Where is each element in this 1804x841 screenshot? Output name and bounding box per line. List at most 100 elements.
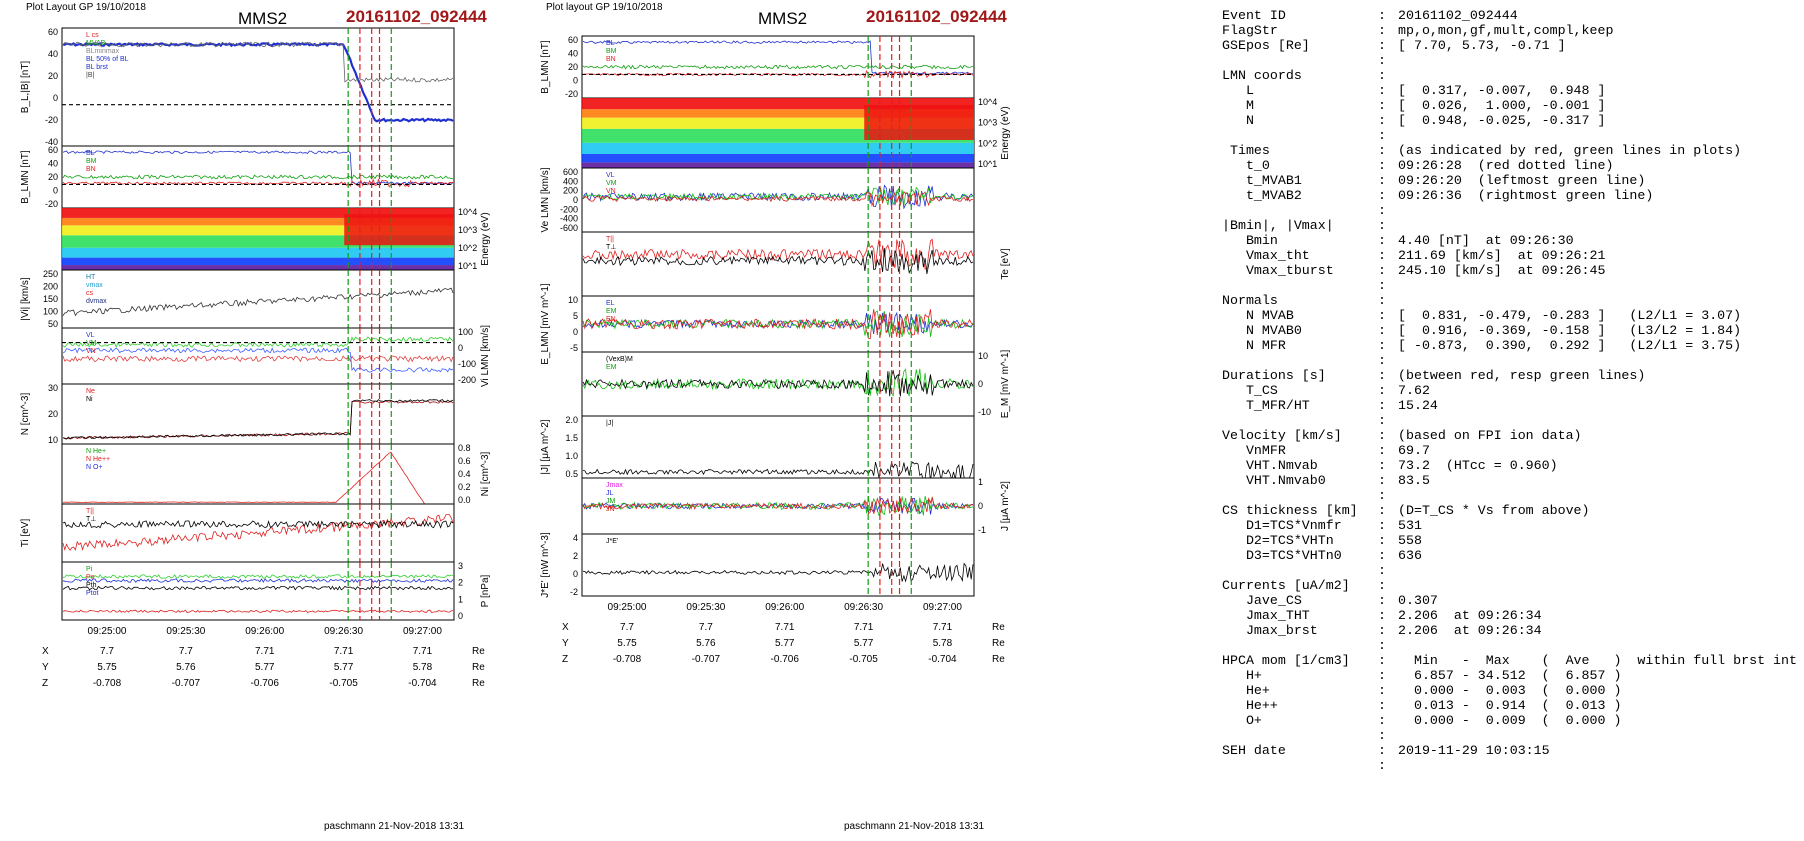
mid-time-tick-2: 09:26:00 <box>765 602 804 613</box>
left-panel-2-ytick-2: 20 <box>48 172 58 182</box>
info-value <box>1398 278 1800 293</box>
info-value: 83.5 <box>1398 473 1430 488</box>
left-panel-3 <box>61 207 455 271</box>
info-key: t_MVAB2 <box>1222 188 1302 203</box>
info-value: [ 0.026, 1.000, -0.001 ] <box>1398 98 1606 113</box>
left-pos-1-4: 5.78 <box>413 662 433 673</box>
left-panel-4-legend-1: vmax <box>86 282 103 289</box>
left-panel-9-ylabel: P [nPa] <box>480 574 491 607</box>
info-key <box>1222 128 1378 143</box>
info-row: Jmax_brst:2.206 at 09:26:34 <box>1222 623 1800 638</box>
mid-footer: paschmann 21-Nov-2018 13:31 <box>844 821 985 832</box>
left-panel-5-ytick-1: 0 <box>458 343 463 353</box>
mid-panel-2-band-4 <box>582 117 974 129</box>
info-value: Min - Max ( Ave ) within full brst int <box>1398 653 1797 668</box>
mid-spacecraft-title: MMS2 <box>758 9 807 28</box>
info-sep: : <box>1378 23 1386 38</box>
left-panel-3-ylabel: Energy (eV) <box>480 212 491 265</box>
info-sep: : <box>1378 128 1386 143</box>
left-panel-7-series-0 <box>62 451 454 548</box>
info-sep: : <box>1378 728 1386 743</box>
info-sep: : <box>1378 518 1386 533</box>
info-value: [ 0.317, -0.007, 0.948 ] <box>1398 83 1606 98</box>
info-row: GSEpos [Re]: [ 7.70, 5.73, -0.71 ] <box>1222 38 1800 53</box>
left-panel-9-series-1 <box>62 578 454 584</box>
info-key: Bmin <box>1222 233 1278 248</box>
left-panel-7-frame <box>61 443 455 505</box>
mid-panel-8-ylabel: J [μA m^-2] <box>1000 481 1011 531</box>
mid-panel-2 <box>581 97 975 169</box>
mid-pos-1-1: 5.76 <box>696 638 716 649</box>
left-time-tick-4: 09:27:00 <box>403 626 442 637</box>
info-row: D2=TCS*VHTn:558 <box>1222 533 1800 548</box>
info-key: He+ <box>1222 683 1270 698</box>
left-panel-9-legend-0: Pi <box>86 566 93 573</box>
info-value <box>1398 578 1800 593</box>
info-key: Times <box>1222 143 1270 158</box>
left-pos-0-1: 7.7 <box>179 646 193 657</box>
mid-panel-3-ytick-6: -600 <box>560 223 578 233</box>
left-panel-6-ytick-0: 30 <box>48 383 58 393</box>
info-value: 09:26:36 (rightmost green line) <box>1398 188 1654 203</box>
info-value: 7.62 <box>1398 383 1430 398</box>
left-panel-9-ytick-2: 1 <box>458 594 463 604</box>
info-key: Jmax_brst <box>1222 623 1318 638</box>
mid-panel-7-series-0 <box>582 461 974 483</box>
mid-pos-2-1: -0.707 <box>692 654 721 665</box>
info-sep: : <box>1378 368 1386 383</box>
mid-pos-2-2: -0.706 <box>771 654 800 665</box>
left-panel-7-ylabel: Ni [cm^-3] <box>480 451 491 496</box>
info-sep: : <box>1378 263 1386 278</box>
left-panel-7-ytick-0: 0.8 <box>458 443 471 453</box>
mid-panel-6-legend-0: (VexB)M <box>606 356 633 363</box>
mid-pos-unit-0: Re <box>992 622 1005 633</box>
left-panel-3-ytick-0: 10^4 <box>458 207 477 217</box>
mid-panel-5-ytick-0: 10 <box>568 295 578 305</box>
mid-panel-3-legend-1: VM <box>606 180 617 187</box>
info-sep: : <box>1378 488 1386 503</box>
info-row: FlagStr: mp,o,mon,gf,mult,compl,keep <box>1222 23 1800 38</box>
info-value <box>1398 413 1800 428</box>
mid-panel-6-series-1 <box>582 369 974 397</box>
mid-panel-1-ytick-0: 60 <box>568 35 578 45</box>
info-value <box>1398 293 1800 308</box>
info-key: D1=TCS*Vnmfr <box>1222 518 1342 533</box>
info-row: D1=TCS*Vnmfr:531 <box>1222 518 1800 533</box>
info-value: 69.7 <box>1398 443 1430 458</box>
left-panel-6-series-1 <box>62 399 454 440</box>
mid-panel-4-legend-0: T|| <box>606 236 614 243</box>
info-sep: : <box>1378 713 1386 728</box>
left-panel-1-legend-3: BL 50% of BL <box>86 56 129 63</box>
info-sep: : <box>1378 758 1386 773</box>
left-event-title: 20161102_092444 <box>346 7 487 26</box>
mid-panel-2-ytick-2: 10^2 <box>978 138 997 148</box>
left-panel-1-frame <box>61 27 455 147</box>
info-value: mp,o,mon,gf,mult,compl,keep <box>1398 23 1614 38</box>
mid-panel-9-ylabel: J*E' [nW m^-3] <box>540 532 551 598</box>
info-value <box>1398 758 1800 773</box>
info-value: (as indicated by red, green lines in plo… <box>1398 143 1742 158</box>
mid-panel-4-legend-1: T⊥ <box>606 244 616 251</box>
info-sep: : <box>1378 683 1386 698</box>
left-pos-2-2: -0.706 <box>251 678 280 689</box>
info-key: Event ID <box>1222 8 1286 23</box>
info-value: 558 <box>1398 533 1422 548</box>
info-value: 2.206 at 09:26:34 <box>1398 608 1542 623</box>
info-key: T_CS <box>1222 383 1278 398</box>
info-row: SEH date:2019-11-29 10:03:15 <box>1222 743 1800 758</box>
left-panel-4-legend-3: dvmax <box>86 298 107 305</box>
info-key: H+ <box>1222 668 1262 683</box>
info-key: CS thickness [km] <box>1222 503 1358 518</box>
info-sep: : <box>1378 293 1386 308</box>
info-sep: : <box>1378 53 1386 68</box>
info-value: 0.000 - 0.003 ( 0.000 ) <box>1398 683 1622 698</box>
mid-panel-2-ytick-0: 10^4 <box>978 97 997 107</box>
mid-panel-9-ytick-3: -2 <box>570 587 578 597</box>
left-panel-5-series-2 <box>62 347 454 373</box>
info-key: N MVAB <box>1222 308 1294 323</box>
mid-panel-8-legend-2: JM <box>606 498 616 505</box>
mid-panel-5-legend-2: EN <box>606 316 616 323</box>
info-row: He+: 0.000 - 0.003 ( 0.000 ) <box>1222 683 1800 698</box>
info-sep: : <box>1378 743 1386 758</box>
